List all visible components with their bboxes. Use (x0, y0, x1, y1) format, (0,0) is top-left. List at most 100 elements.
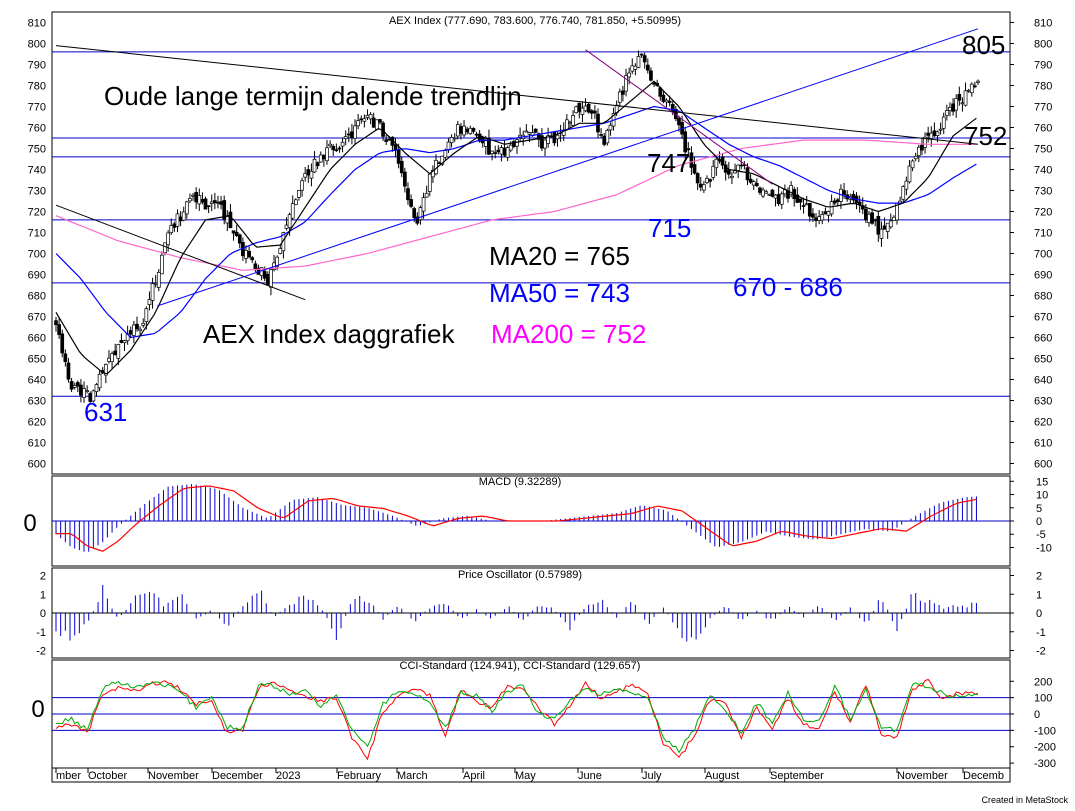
macd-series (52, 484, 1010, 552)
price-tick-label-left: 630 (28, 396, 46, 408)
candle-body (608, 124, 613, 131)
candle-body (387, 138, 392, 141)
oscillator-tick-label-right: 0 (1036, 608, 1042, 620)
candle-body (574, 106, 579, 114)
price-tick-label-right: 800 (1034, 39, 1052, 51)
candle-body (820, 214, 825, 221)
candle-body (209, 201, 214, 204)
candle-body (695, 173, 700, 184)
candle-body (941, 116, 946, 129)
macd-tick-label: 0 (1036, 516, 1042, 528)
candle-body (842, 190, 846, 195)
annotation-chart-name: AEX Index daggrafiek (203, 319, 455, 349)
candle-body (107, 357, 111, 362)
price-tick-label-left: 780 (28, 81, 46, 93)
candle-body (144, 308, 149, 322)
candle-body (343, 136, 348, 139)
candle-body (605, 130, 610, 144)
candle-body (293, 199, 298, 206)
candle-body (708, 179, 712, 182)
candle-body (403, 171, 407, 187)
candle-body (882, 225, 887, 230)
price-tick-label-left: 710 (28, 228, 46, 240)
candle-body (564, 119, 569, 130)
price-tick-label-right: 700 (1034, 249, 1052, 261)
price-tick-label-left: 610 (28, 438, 46, 450)
price-tick-label-right: 610 (1034, 438, 1052, 450)
cci-line-2 (55, 680, 979, 754)
candle-body (726, 169, 731, 175)
candle-body (577, 102, 582, 112)
candle-body (487, 137, 491, 155)
candle-body (664, 99, 669, 103)
candle-body (459, 126, 463, 134)
candle-body (524, 130, 529, 133)
candle-body (938, 128, 943, 131)
candle-body (649, 70, 653, 81)
candle-body (399, 160, 404, 174)
candle-body (427, 173, 432, 192)
price-tick-label-left: 620 (28, 417, 46, 429)
candle-body (85, 390, 89, 392)
candle-body (172, 223, 177, 228)
price-tick-label-right: 810 (1034, 18, 1052, 30)
macd-zero-label: 0 (23, 510, 36, 537)
candle-body (446, 141, 451, 151)
candle-body (761, 189, 765, 197)
candle-body (773, 194, 778, 199)
price-tick-label-left: 740 (28, 165, 46, 177)
price-tick-label-left: 660 (28, 333, 46, 345)
price-tick-label-right: 630 (1034, 396, 1052, 408)
candle-body (779, 193, 784, 205)
candle-body (901, 186, 906, 200)
candle-body (135, 323, 139, 330)
candle-body (287, 214, 292, 229)
cci-tick-label: 200 (1034, 676, 1052, 688)
price-tick-label-left: 700 (28, 249, 46, 261)
annotation-631: 631 (84, 397, 127, 427)
price-tick-label-left: 650 (28, 354, 46, 366)
candle-body (269, 269, 273, 288)
price-tick-label-left: 750 (28, 144, 46, 156)
candle-body (957, 93, 962, 101)
candle-body (206, 205, 211, 208)
candle-body (141, 322, 146, 326)
candle-body (823, 211, 828, 215)
oscillator-tick-label-left: 1 (40, 589, 46, 601)
candle-body (116, 344, 121, 359)
candle-body (437, 162, 441, 165)
candle-body (340, 141, 345, 147)
candle-body (128, 330, 133, 335)
candle-body (948, 107, 952, 111)
oscillator-tick-label-right: 2 (1036, 571, 1042, 583)
candle-body (764, 191, 769, 194)
candle-body (630, 65, 635, 72)
price-tick-label-right: 760 (1034, 123, 1052, 135)
oscillator-tick-label-left: -2 (36, 646, 46, 658)
candle-body (624, 75, 628, 92)
candle-body (234, 231, 239, 237)
price-tick-label-left: 800 (28, 39, 46, 51)
candle-body (633, 65, 638, 70)
candle-body (278, 248, 283, 254)
candle-body (468, 127, 473, 135)
price-tick-label-right: 730 (1034, 186, 1052, 198)
price-tick-label-left: 670 (28, 312, 46, 324)
candle-body (929, 132, 934, 139)
candle-body (589, 110, 594, 114)
candle-body (670, 104, 675, 113)
price-tick-label-left: 770 (28, 102, 46, 114)
candle-body (602, 135, 607, 145)
candle-body (705, 178, 709, 183)
candle-body (969, 83, 974, 94)
price-tick-label-right: 790 (1034, 60, 1052, 72)
candle-body (359, 118, 364, 121)
cci-zero-label: 0 (31, 696, 44, 723)
candle-body (702, 184, 706, 191)
ma50-line (55, 105, 977, 339)
axis-ticks: 600 600 610 610 620 620 630 630 640 640 650 650 660 6… (28, 18, 1056, 783)
candle-body (711, 165, 716, 178)
cci-tick-label: 100 (1034, 693, 1052, 705)
candle-body (920, 144, 924, 151)
price-tick-label-right: 770 (1034, 102, 1052, 114)
